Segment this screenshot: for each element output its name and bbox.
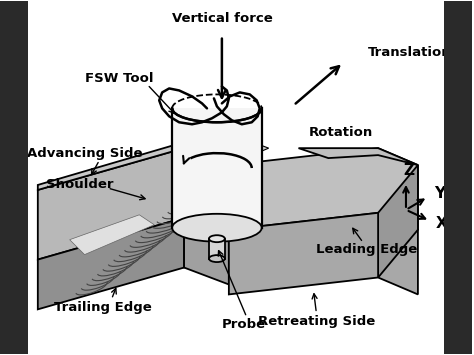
Ellipse shape — [209, 255, 225, 262]
Text: Translation: Translation — [368, 46, 452, 59]
Text: Retreating Side: Retreating Side — [258, 315, 375, 328]
Text: Advancing Side: Advancing Side — [27, 147, 142, 160]
Polygon shape — [38, 218, 184, 309]
Polygon shape — [378, 165, 418, 278]
Text: Probe: Probe — [222, 318, 266, 331]
Polygon shape — [184, 133, 269, 165]
Polygon shape — [0, 1, 28, 354]
Polygon shape — [444, 1, 472, 354]
Polygon shape — [209, 239, 225, 258]
Text: FSW Tool: FSW Tool — [85, 72, 154, 85]
Text: Z: Z — [403, 163, 414, 178]
Polygon shape — [70, 215, 154, 255]
Polygon shape — [184, 218, 229, 284]
Ellipse shape — [209, 235, 225, 242]
Polygon shape — [38, 148, 229, 260]
Text: Shoulder: Shoulder — [46, 179, 113, 191]
Text: Leading Edge: Leading Edge — [316, 243, 417, 256]
Polygon shape — [299, 148, 418, 165]
Text: Rotation: Rotation — [309, 126, 373, 139]
Text: X: X — [436, 216, 447, 231]
Text: Vertical force: Vertical force — [172, 12, 272, 25]
Polygon shape — [38, 142, 229, 190]
Polygon shape — [229, 148, 418, 230]
Polygon shape — [172, 108, 262, 228]
Ellipse shape — [172, 214, 262, 242]
Text: Trailing Edge: Trailing Edge — [54, 301, 151, 314]
Polygon shape — [229, 213, 418, 294]
Text: Y: Y — [434, 186, 445, 201]
